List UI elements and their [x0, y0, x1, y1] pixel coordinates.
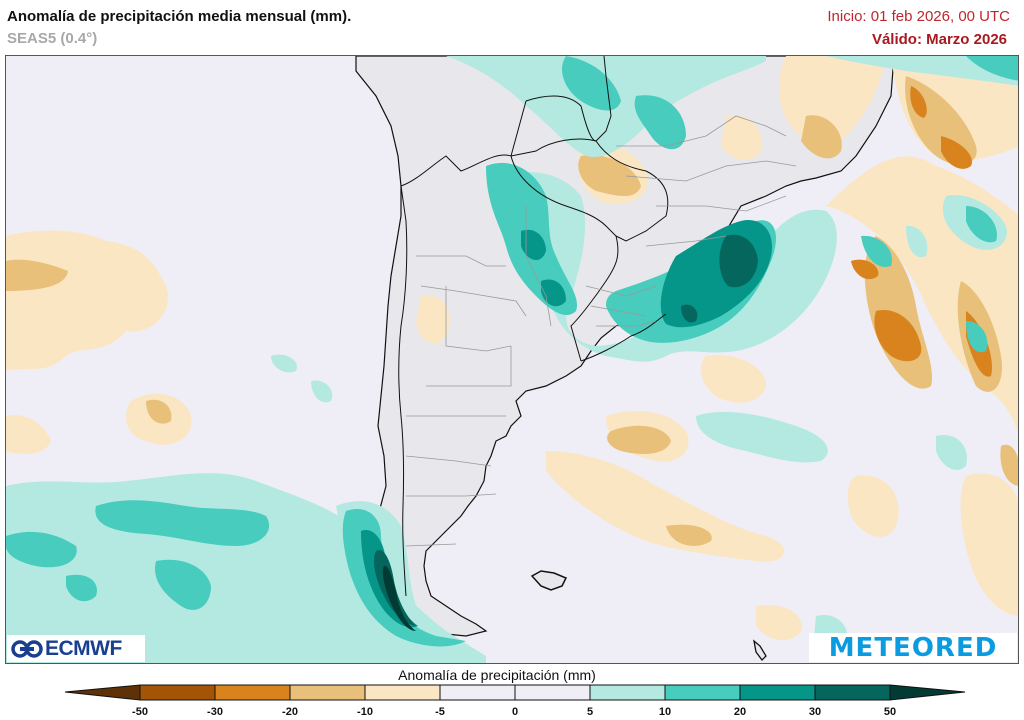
colorbar-tick: -50 [132, 706, 148, 718]
colorbar-tick: 30 [808, 706, 822, 718]
map-title: Anomalía de precipitación media mensual … [7, 8, 352, 25]
colorbar-tick: 5 [586, 706, 594, 718]
ecmwf-logo: ECMWF [7, 635, 145, 662]
colorbar-tick: 50 [883, 706, 897, 718]
colorbar-tick: 0 [511, 706, 519, 718]
precipitation-anomaly-map: ECMWF METEORED [5, 55, 1019, 664]
ecmwf-logo-icon [11, 639, 43, 658]
falkland-islands [530, 570, 568, 591]
meteored-logo-text: METEORED [828, 632, 998, 663]
colorbar-tick: -20 [282, 706, 298, 718]
init-time: Inicio: 01 feb 2026, 00 UTC [827, 8, 1010, 25]
colorbar-tick: -30 [207, 706, 223, 718]
colorbar-tick: -5 [435, 706, 445, 718]
south-georgia [753, 639, 767, 661]
colorbar-title-text: Anomalía de precipitación (mm) [398, 667, 596, 683]
colorbar-tick: 20 [733, 706, 747, 718]
model-subtitle: SEAS5 (0.4°) [7, 30, 98, 47]
valid-period: Válido: Marzo 2026 [871, 31, 1007, 48]
anomaly-dry-strong [851, 86, 992, 377]
country-borders [398, 56, 669, 597]
meteored-logo: METEORED [809, 632, 1017, 663]
province-borders [405, 115, 797, 547]
colorbar [64, 684, 966, 701]
colorbar-tick: 10 [658, 706, 672, 718]
anomaly-wet-beyond [382, 565, 416, 631]
ecmwf-logo-text: ECMWF [45, 636, 122, 660]
colorbar-tick: -10 [357, 706, 373, 718]
colorbar-title: Anomalía de precipitación (mm) [0, 667, 1024, 683]
map-canvas [6, 56, 1018, 663]
